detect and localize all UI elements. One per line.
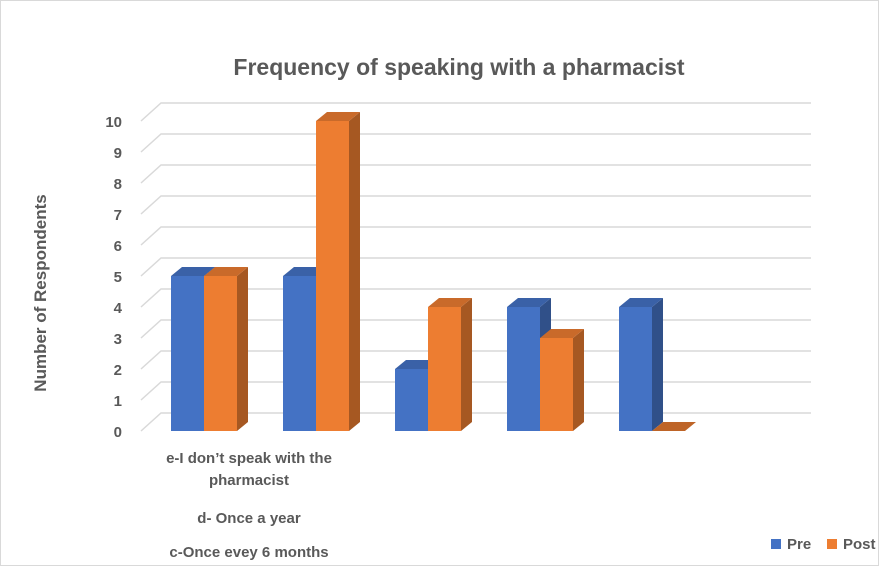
- y-tick-label: 3: [114, 331, 122, 348]
- bar-side: [461, 298, 472, 431]
- y-tick-label: 8: [114, 176, 122, 193]
- legend-label-pre: Pre: [787, 536, 811, 553]
- y-tick-label: 9: [114, 145, 122, 162]
- category-label: e-I don’t speak with the pharmacist: [166, 450, 332, 489]
- legend-swatch-post: [827, 539, 837, 549]
- legend-swatch-pre: [771, 539, 781, 549]
- bar-top: [171, 267, 215, 276]
- bar-front: [428, 307, 461, 431]
- bar-front: [540, 338, 573, 431]
- bar-front: [316, 121, 349, 431]
- bar-side: [573, 329, 584, 431]
- category-label: d- Once a year: [197, 510, 301, 527]
- bar-top: [540, 329, 584, 338]
- bar-top: [507, 298, 551, 307]
- y-tick-label: 4: [114, 300, 123, 317]
- bar-top: [619, 298, 663, 307]
- bar-post-3: [540, 329, 584, 431]
- bar-pre-4: [619, 298, 663, 431]
- bar-top: [204, 267, 248, 276]
- gridline: [140, 257, 811, 277]
- bar-side: [237, 267, 248, 431]
- gridline: [140, 381, 811, 401]
- bar-front: [283, 276, 316, 431]
- y-tick-label: 1: [114, 393, 122, 410]
- gridline: [140, 412, 811, 432]
- y-tick-label: 5: [114, 269, 122, 286]
- gridline: [140, 133, 811, 153]
- category-label: c-Once evey 6 months: [169, 544, 328, 561]
- gridline: [140, 350, 811, 370]
- bar-post-4: [652, 422, 696, 431]
- gridline: [140, 226, 811, 246]
- gridline: [140, 195, 811, 215]
- bar-top: [428, 298, 472, 307]
- bar-front: [507, 307, 540, 431]
- gridline: [140, 102, 811, 122]
- category-label-line: pharmacist: [209, 472, 289, 489]
- bar-side: [349, 112, 360, 431]
- bar-front: [395, 369, 428, 431]
- bar-post-0: [204, 267, 248, 431]
- legend-label-post: Post: [843, 536, 876, 553]
- y-axis-label: Number of Respondents: [31, 194, 50, 391]
- y-tick-label: 2: [114, 362, 122, 379]
- bar-front: [171, 276, 204, 431]
- gridline: [140, 164, 811, 184]
- bar-post-2: [428, 298, 472, 431]
- chart-title: Frequency of speaking with a pharmacist: [233, 54, 685, 80]
- y-tick-label: 7: [114, 207, 122, 224]
- bar-side: [652, 298, 663, 431]
- bar-front: [204, 276, 237, 431]
- category-label-line: e-I don’t speak with the: [166, 450, 332, 467]
- y-tick-label: 0: [114, 424, 122, 441]
- bar-top: [652, 422, 696, 431]
- gridline: [140, 288, 811, 308]
- bar-top: [316, 112, 360, 121]
- y-tick-label: 6: [114, 238, 122, 255]
- bar-front: [619, 307, 652, 431]
- y-tick-label: 10: [105, 114, 122, 131]
- gridline: [140, 319, 811, 339]
- bar-post-1: [316, 112, 360, 431]
